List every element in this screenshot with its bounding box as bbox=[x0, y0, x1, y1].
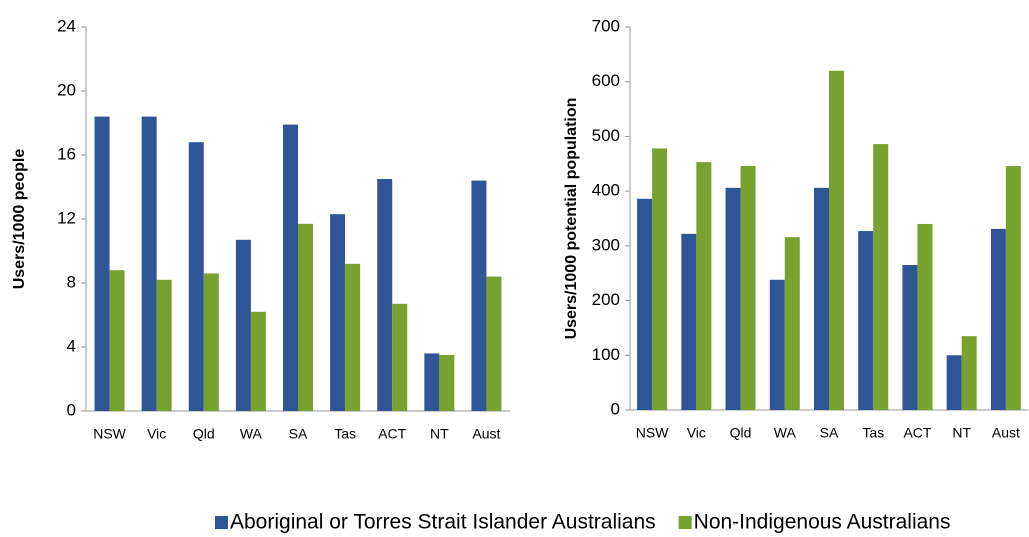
x-tick-label: WA bbox=[240, 426, 263, 442]
bar bbox=[109, 270, 125, 411]
bar bbox=[486, 276, 502, 411]
x-tick-label: NSW bbox=[93, 426, 126, 442]
bar bbox=[990, 228, 1006, 410]
y-tick-label: 24 bbox=[57, 16, 76, 35]
y-tick-label: 0 bbox=[67, 400, 76, 419]
bar bbox=[345, 263, 361, 411]
x-tick-label: NT bbox=[430, 426, 449, 442]
x-tick-label: Tas bbox=[334, 426, 356, 442]
bar bbox=[188, 142, 204, 411]
bar bbox=[94, 116, 110, 411]
y-axis-title: Users/1000 potential population bbox=[563, 98, 580, 340]
bar bbox=[298, 223, 313, 411]
y-tick-label: 12 bbox=[57, 208, 76, 227]
bar bbox=[725, 187, 741, 410]
x-tick-label: Tas bbox=[862, 425, 884, 441]
y-tick-label: 16 bbox=[57, 144, 76, 163]
x-tick-label: Vic bbox=[687, 425, 706, 441]
bar bbox=[873, 144, 889, 411]
legend-swatch bbox=[678, 516, 692, 529]
y-tick-label: 500 bbox=[592, 126, 620, 145]
bar bbox=[392, 303, 408, 411]
x-tick-label: SA bbox=[289, 426, 308, 442]
bar bbox=[696, 162, 712, 410]
bar bbox=[814, 187, 829, 410]
y-tick-label: 300 bbox=[592, 235, 620, 254]
legend-label: Aboriginal or Torres Strait Islander Aus… bbox=[230, 511, 656, 534]
bar bbox=[330, 214, 346, 411]
bar bbox=[235, 239, 251, 411]
x-tick-label: SA bbox=[820, 425, 839, 441]
bar bbox=[902, 265, 918, 410]
y-tick-label: 8 bbox=[67, 272, 76, 291]
bar bbox=[652, 148, 668, 411]
legend-swatch bbox=[215, 516, 228, 529]
bar bbox=[961, 336, 977, 410]
bar bbox=[156, 279, 172, 411]
bar bbox=[829, 70, 844, 411]
bar bbox=[637, 198, 653, 410]
y-tick-label: 200 bbox=[592, 290, 620, 309]
x-tick-label: NT bbox=[952, 425, 971, 441]
bar bbox=[769, 279, 785, 410]
y-tick-label: 100 bbox=[592, 345, 620, 364]
y-tick-label: 4 bbox=[67, 336, 76, 355]
bar bbox=[784, 237, 800, 410]
x-tick-label: ACT bbox=[903, 425, 931, 441]
y-axis-title: Users/1000 people bbox=[11, 149, 28, 290]
bar bbox=[203, 273, 219, 411]
y-tick-label: 0 bbox=[611, 399, 620, 418]
bar bbox=[471, 180, 487, 411]
bar bbox=[917, 223, 933, 410]
x-tick-label: Qld bbox=[730, 425, 752, 441]
bar bbox=[858, 231, 874, 410]
bar bbox=[377, 179, 393, 411]
bar bbox=[946, 355, 962, 410]
x-tick-label: WA bbox=[774, 425, 797, 441]
bar bbox=[141, 116, 157, 411]
legend-label: Non-Indigenous Australians bbox=[694, 511, 951, 534]
bar bbox=[283, 124, 298, 411]
bar bbox=[250, 311, 266, 411]
bar bbox=[424, 353, 440, 411]
bar bbox=[1005, 165, 1021, 410]
y-tick-label: 600 bbox=[592, 71, 620, 90]
y-tick-label: 700 bbox=[592, 16, 620, 35]
x-tick-label: Vic bbox=[147, 426, 166, 442]
bar bbox=[681, 233, 697, 410]
bar bbox=[740, 165, 756, 410]
x-tick-label: ACT bbox=[378, 426, 406, 442]
y-tick-label: 20 bbox=[57, 80, 76, 99]
x-tick-label: Aust bbox=[472, 426, 500, 442]
x-tick-label: Aust bbox=[992, 425, 1020, 441]
y-tick-label: 400 bbox=[592, 181, 620, 200]
bar bbox=[439, 355, 455, 411]
x-tick-label: NSW bbox=[636, 425, 669, 441]
x-tick-label: Qld bbox=[193, 426, 215, 442]
